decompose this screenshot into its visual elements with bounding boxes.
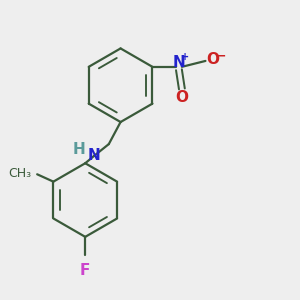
Text: O: O (206, 52, 219, 67)
Text: O: O (176, 90, 188, 105)
Text: N: N (88, 148, 100, 164)
Text: CH₃: CH₃ (8, 167, 31, 180)
Text: F: F (80, 263, 90, 278)
Text: N: N (172, 55, 185, 70)
Text: −: − (215, 49, 226, 62)
Text: H: H (73, 142, 86, 158)
Text: +: + (182, 52, 190, 62)
